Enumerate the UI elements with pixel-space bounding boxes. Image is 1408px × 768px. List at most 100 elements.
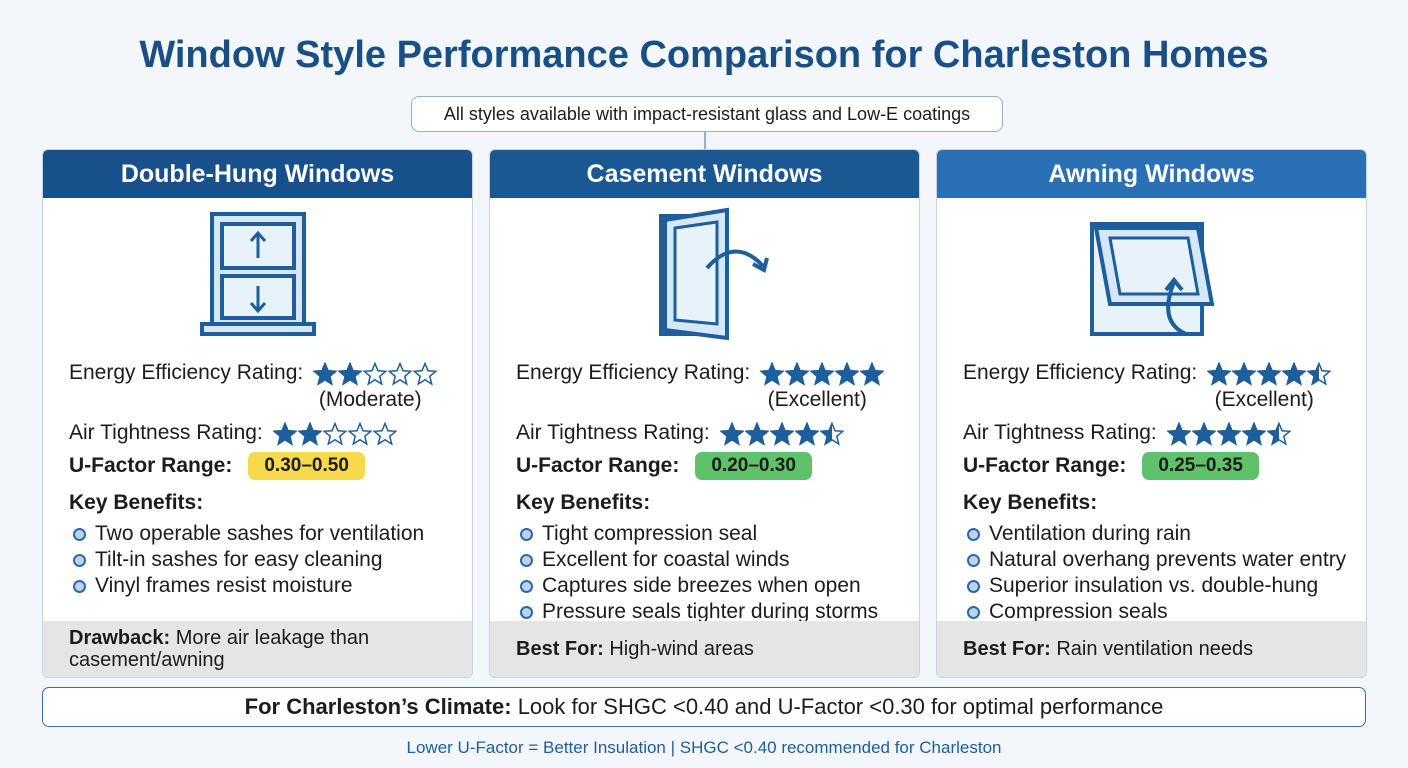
bullet bbox=[967, 579, 980, 593]
card-footer: Best For: Rain ventilation needs bbox=[937, 621, 1366, 677]
window-icon bbox=[937, 206, 1366, 346]
footer-label: Best For: bbox=[963, 638, 1051, 660]
rating-star bbox=[413, 362, 438, 386]
benefit-text: Vinyl frames resist moisture bbox=[95, 574, 353, 597]
air-row: Air Tightness Rating: bbox=[69, 421, 397, 446]
energy-row: Energy Efficiency Rating: (Excellent) bbox=[516, 361, 885, 412]
benefit-text: Captures side breezes when open bbox=[542, 574, 861, 597]
footer-text: Drawback: More air leakage than casement… bbox=[69, 627, 446, 671]
energy-text: (Excellent) bbox=[767, 388, 867, 411]
rating-star bbox=[1191, 422, 1216, 446]
card-header: Casement Windows bbox=[490, 150, 919, 198]
energy-label: Energy Efficiency Rating: bbox=[963, 361, 1198, 384]
card: Double-Hung Windows Energy Efficiency Rat… bbox=[42, 149, 473, 678]
benefit: Two operable sashes for ventilation bbox=[73, 521, 424, 547]
footer-value: High-wind areas bbox=[609, 638, 754, 660]
energy-text: (Excellent) bbox=[1214, 388, 1314, 411]
footer-text: Best For: Rain ventilation needs bbox=[963, 638, 1253, 660]
rating-star bbox=[719, 422, 744, 446]
energy-row: Energy Efficiency Rating: (Moderate) bbox=[69, 361, 438, 412]
rating-star bbox=[760, 362, 785, 386]
air-label: Air Tightness Rating: bbox=[516, 421, 710, 444]
benefit: Captures side breezes when open bbox=[520, 573, 878, 599]
card-header: Awning Windows bbox=[937, 150, 1366, 198]
rating-star bbox=[1216, 422, 1241, 446]
footer-value: More air leakage than casement/awning bbox=[69, 627, 370, 671]
ufactor-label: U-Factor Range: bbox=[963, 454, 1127, 477]
benefit: Superior insulation vs. double-hung bbox=[967, 573, 1346, 599]
rating-star bbox=[372, 422, 397, 446]
climate-note: For Charleston’s Climate: Look for SHGC … bbox=[42, 687, 1366, 727]
rating-star bbox=[1232, 362, 1257, 386]
bullet bbox=[73, 553, 86, 567]
rating-star bbox=[338, 362, 363, 386]
rating-star bbox=[297, 422, 322, 446]
rating-star bbox=[363, 362, 388, 386]
bullet bbox=[520, 605, 533, 619]
stars bbox=[1207, 362, 1332, 386]
benefit-text: Ventilation during rain bbox=[989, 522, 1191, 545]
ufactor-label: U-Factor Range: bbox=[516, 454, 680, 477]
energy-row: Energy Efficiency Rating: (Excellent) bbox=[963, 361, 1332, 412]
rating-star bbox=[1307, 362, 1332, 386]
benefit-text: Compression seals bbox=[989, 600, 1168, 623]
card-footer: Drawback: More air leakage than casement… bbox=[43, 621, 472, 677]
rating-star bbox=[1207, 362, 1232, 386]
benefits-list: Ventilation during rain Natural overhang … bbox=[967, 521, 1346, 625]
benefit: Pressure seals tighter during storms bbox=[520, 599, 878, 625]
benefit: Excellent for coastal winds bbox=[520, 547, 878, 573]
footer-label: Best For: bbox=[516, 638, 604, 660]
energy-label: Energy Efficiency Rating: bbox=[516, 361, 751, 384]
benefit-text: Tight compression seal bbox=[542, 522, 758, 545]
rating-star bbox=[785, 362, 810, 386]
stars bbox=[760, 362, 885, 386]
window-icon bbox=[43, 206, 472, 346]
energy-rating: (Excellent) bbox=[1197, 361, 1332, 412]
title: Window Style Performance Comparison for … bbox=[139, 34, 1269, 76]
benefit-text: Two operable sashes for ventilation bbox=[95, 522, 425, 545]
subtitle: All styles available with impact-resista… bbox=[411, 96, 1003, 132]
bullet bbox=[967, 527, 980, 541]
card: Awning Windows Energy Efficiency Rating: (… bbox=[936, 149, 1367, 678]
rating-star bbox=[769, 422, 794, 446]
rating-star bbox=[272, 422, 297, 446]
ufactor-row: U-Factor Range: 0.25–0.35 bbox=[963, 452, 1259, 480]
stars bbox=[313, 362, 438, 386]
footer-text: Best For: High-wind areas bbox=[516, 638, 754, 660]
rating-star bbox=[794, 422, 819, 446]
bullet bbox=[520, 527, 533, 541]
ufactor-row: U-Factor Range: 0.30–0.50 bbox=[69, 452, 365, 480]
benefit: Tilt-in sashes for easy cleaning bbox=[73, 547, 424, 573]
rating-star bbox=[744, 422, 769, 446]
stars bbox=[272, 422, 397, 446]
bullet bbox=[967, 553, 980, 567]
rating-star bbox=[1166, 422, 1191, 446]
benefits-list: Tight compression seal Excellent for coas… bbox=[520, 521, 878, 625]
window-icon bbox=[490, 206, 919, 346]
ufactor-label: U-Factor Range: bbox=[69, 454, 233, 477]
rating-star bbox=[819, 422, 844, 446]
stars bbox=[1166, 422, 1291, 446]
ufactor-badge: 0.20–0.30 bbox=[695, 452, 812, 480]
bullet bbox=[967, 605, 980, 619]
rating-star bbox=[1266, 422, 1291, 446]
benefit: Ventilation during rain bbox=[967, 521, 1346, 547]
rating-star bbox=[313, 362, 338, 386]
rating-star bbox=[322, 422, 347, 446]
rating-star bbox=[860, 362, 885, 386]
footnote: Lower U-Factor = Better Insulation | SHG… bbox=[406, 738, 1002, 757]
bullet bbox=[73, 579, 86, 593]
bullet bbox=[73, 527, 86, 541]
rating-star bbox=[810, 362, 835, 386]
benefit: Natural overhang prevents water entry bbox=[967, 547, 1346, 573]
rating-star bbox=[388, 362, 413, 386]
card-header: Double-Hung Windows bbox=[43, 150, 472, 198]
benefits-label: Key Benefits: bbox=[516, 491, 651, 514]
rating-star bbox=[835, 362, 860, 386]
benefit: Compression seals bbox=[967, 599, 1346, 625]
air-row: Air Tightness Rating: bbox=[963, 421, 1291, 446]
benefit-text: Tilt-in sashes for easy cleaning bbox=[95, 548, 383, 571]
benefit-text: Excellent for coastal winds bbox=[542, 548, 790, 571]
rating-star bbox=[347, 422, 372, 446]
